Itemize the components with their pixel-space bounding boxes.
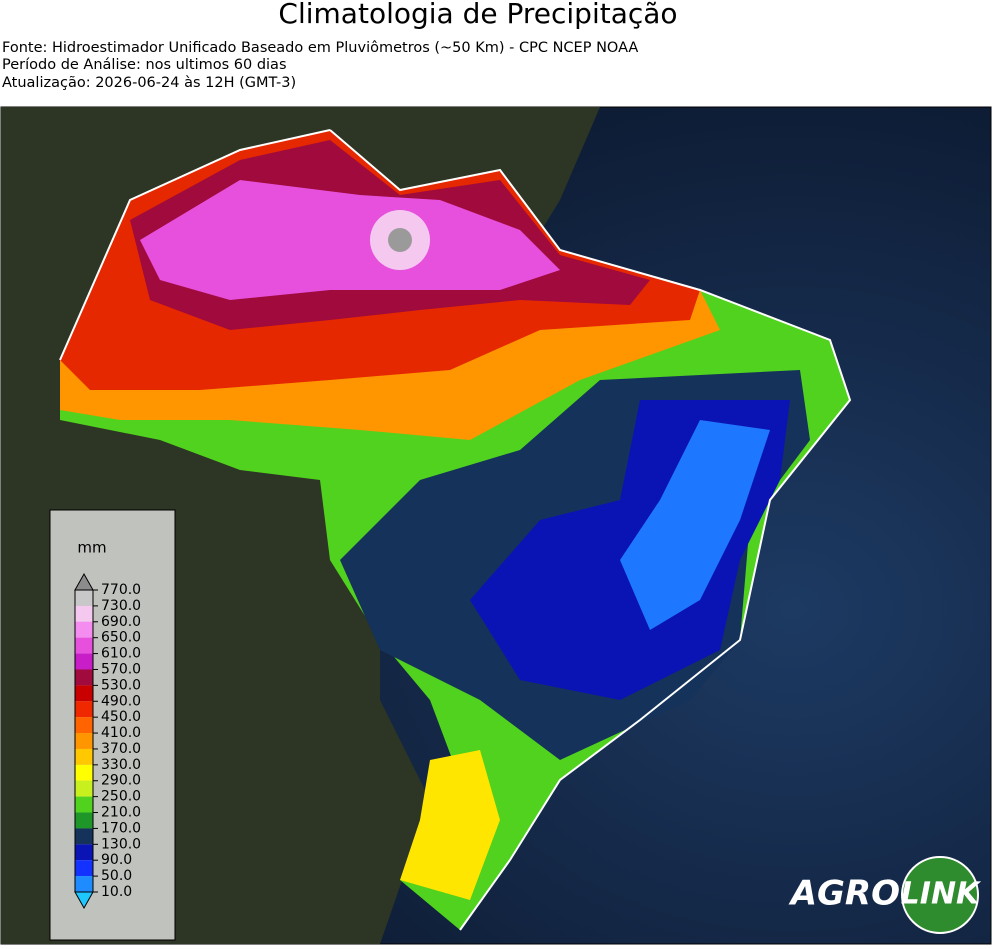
border [59, 129, 852, 931]
colorbar-segment [75, 733, 93, 749]
rain-zone [400, 750, 500, 900]
colorbar-tick-label: 90.0 [101, 852, 132, 868]
colorbar-segment [75, 590, 93, 606]
subtitle-line: Período de Análise: nos ultimos 60 dias [2, 57, 287, 73]
colorbar-tick-label: 250.0 [101, 789, 141, 805]
colorbar-tick-label: 770.0 [101, 582, 141, 598]
colorbar-tick-label: 690.0 [101, 614, 141, 630]
colorbar-segment [75, 748, 93, 765]
colorbar-tick-label: 490.0 [101, 693, 141, 709]
rain-zone [620, 420, 770, 630]
colorbar-tick-label: 10.0 [101, 884, 132, 900]
colorbar-segment [75, 796, 93, 813]
colorbar-segment [75, 876, 93, 892]
colorbar-tick-label: 170.0 [101, 820, 141, 836]
colorbar-segment [75, 621, 93, 638]
colorbar-tick-label: 290.0 [101, 773, 141, 789]
colorbar-segment [75, 828, 93, 845]
colorbar-tick-label: 530.0 [101, 677, 141, 693]
logo: AGRO LINK [788, 856, 982, 934]
colorbar-tick-label: 730.0 [101, 598, 141, 614]
colorbar-box [49, 509, 176, 941]
logo-circle [901, 856, 979, 934]
colorbar-tick-label: 570.0 [101, 661, 141, 677]
colorbar-segment [75, 701, 93, 718]
colorbar-segment [75, 605, 93, 622]
logo-text: LINK [901, 877, 982, 912]
colorbar: 770.0730.0690.0650.0610.0570.0530.0490.0… [74, 572, 141, 910]
rain-zone [388, 228, 412, 252]
logo-text: AGRO [788, 874, 900, 914]
colorbar-unit: mm [77, 539, 106, 557]
colorbar-segment [75, 780, 93, 797]
colorbar-segment [75, 637, 93, 654]
colorbar-tick-label: 410.0 [101, 725, 141, 741]
colorbar-tick-label: 130.0 [101, 836, 141, 852]
subtitle-line: Atualização: 2026-06-24 às 12H (GMT-3) [2, 75, 296, 91]
subtitle-line: Fonte: Hidroestimador Unificado Baseado … [2, 40, 638, 56]
colorbar-segment [75, 653, 93, 670]
colorbar-segment [75, 685, 93, 702]
colorbar-segment [75, 812, 93, 829]
colorbar-tick-label: 450.0 [101, 709, 141, 725]
colorbar-segment [75, 844, 93, 861]
colorbar-segment [75, 764, 93, 781]
colorbar-tick-label: 650.0 [101, 630, 141, 646]
title: Climatologia de Precipitação [278, 0, 677, 30]
colorbar-segment [75, 717, 93, 734]
colorbar-tick-label: 370.0 [101, 741, 141, 757]
colorbar-outline [74, 589, 94, 893]
colorbar-tick-label: 330.0 [101, 757, 141, 773]
colorbar-segment [75, 669, 93, 686]
colorbar-tick-label: 610.0 [101, 646, 141, 662]
colorbar-tick-label: 210.0 [101, 805, 141, 821]
colorbar-segment [75, 860, 93, 877]
colorbar-tick-label: 50.0 [101, 868, 132, 884]
rain-zone [140, 180, 560, 300]
